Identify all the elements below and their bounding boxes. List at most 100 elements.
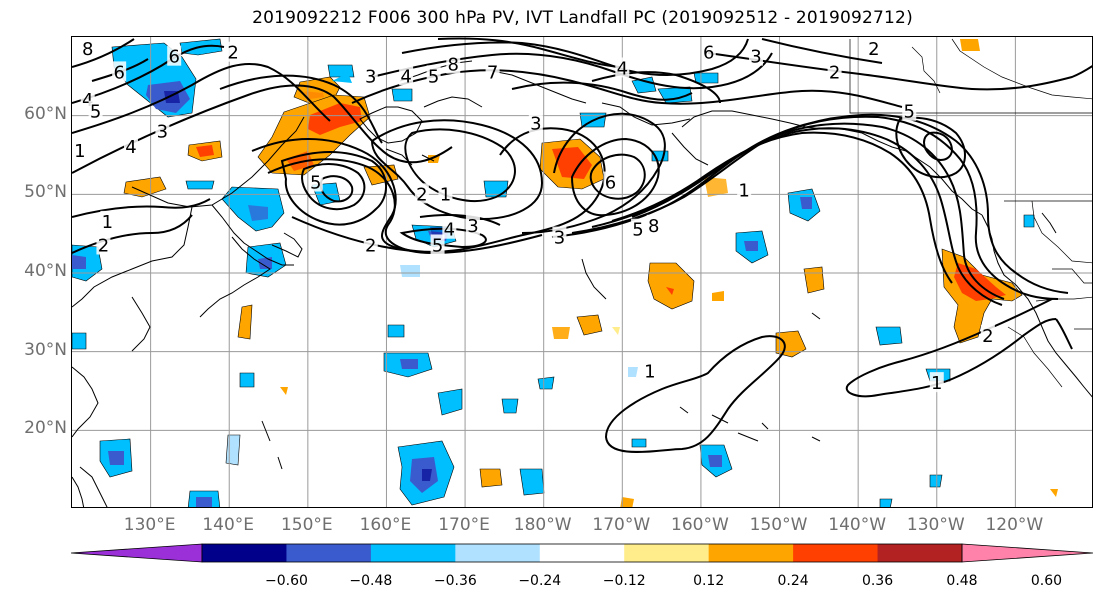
longitude-label: 170°E xyxy=(438,515,490,535)
contour-label-bg xyxy=(363,65,378,86)
contour-label: 2 xyxy=(365,235,376,256)
contour-label-bg xyxy=(88,100,103,121)
contour-label: 4 xyxy=(400,66,411,87)
longitude-label: 140°E xyxy=(202,515,255,535)
contour-label-bg xyxy=(112,61,127,82)
contour-label: 5 xyxy=(310,173,321,194)
longitude-label: 130°W xyxy=(906,515,965,535)
longitude-label: 150°W xyxy=(749,515,808,535)
colorbar-tick-label: −0.36 xyxy=(433,573,477,589)
contour-label-bg xyxy=(96,234,111,255)
contour-label-bg xyxy=(167,45,182,66)
contour-label-bg xyxy=(737,179,752,200)
contour-label-bg xyxy=(226,41,241,62)
contour-label: 3 xyxy=(750,47,761,68)
ivt-contours xyxy=(72,37,1092,453)
contour-label-bg xyxy=(902,100,917,121)
contour-label: 4 xyxy=(617,58,628,79)
longitude-label: 150°E xyxy=(280,515,333,535)
contour-label: 5 xyxy=(904,102,915,123)
colorbar-tick-label: −0.48 xyxy=(349,573,393,589)
contour-label-bg xyxy=(446,53,461,74)
contour-label: 2 xyxy=(98,235,109,256)
map-title: 2019092212 F006 300 hPa PV, IVT Landfall… xyxy=(252,8,913,28)
colorbar-tick-label: 0.12 xyxy=(693,573,725,589)
contour-label-bg xyxy=(426,65,441,86)
contour-label: 1 xyxy=(738,180,749,201)
colorbar-cell xyxy=(370,544,456,562)
contour-label-bg xyxy=(155,120,170,141)
contour-label-bg xyxy=(363,234,378,255)
contour-label: 2 xyxy=(868,39,879,60)
colorbar-extend-high xyxy=(961,543,1093,563)
longitude-label: 160°W xyxy=(671,515,729,535)
longitude-label: 130°E xyxy=(123,515,176,535)
contour-label-bg xyxy=(646,214,661,235)
longitude-label: 170°W xyxy=(592,515,651,535)
colorbar-tick-label: 0.24 xyxy=(777,573,809,589)
contour-label-bg xyxy=(603,171,618,192)
contour-label: 4 xyxy=(82,90,93,111)
longitude-label: 160°E xyxy=(359,515,412,535)
colorbar-tick-label: −0.12 xyxy=(602,573,646,589)
colorbar-tick-label: −0.24 xyxy=(518,573,562,589)
contour-label-bg xyxy=(615,57,630,78)
colorbar-cell xyxy=(539,544,625,562)
contour-label-bg xyxy=(399,65,414,86)
contour-label-bg xyxy=(866,37,881,58)
longitude-label: 120°W xyxy=(985,515,1044,535)
contour-label: 1 xyxy=(440,184,451,205)
colorbar-cell xyxy=(455,544,541,562)
contour-label-bg xyxy=(485,61,500,82)
contour-label: 2 xyxy=(416,184,427,205)
contour-label: 1 xyxy=(931,373,942,394)
contour-label: 3 xyxy=(365,66,376,87)
contour-label: 7 xyxy=(487,62,498,83)
contour-label-bg xyxy=(430,234,445,255)
colorbar-tick-label: 0.36 xyxy=(861,573,894,589)
contour-label: 8 xyxy=(448,55,459,76)
contour-label: 2 xyxy=(829,62,840,83)
longitude-label: 140°W xyxy=(828,515,887,535)
contour-label: 6 xyxy=(113,62,124,83)
colorbar-cell xyxy=(877,544,963,562)
colorbar xyxy=(71,543,1093,563)
contour-label-bg xyxy=(980,324,995,345)
contour-label: 8 xyxy=(82,39,93,60)
contour-label: 6 xyxy=(605,173,616,194)
contour-label-bg xyxy=(827,61,842,82)
colorbar-cell xyxy=(202,544,287,562)
coastlines xyxy=(72,60,1092,507)
colorbar-cell xyxy=(708,544,794,562)
colorbar-tick-label: −0.60 xyxy=(264,573,308,589)
contour-label-bg xyxy=(308,171,323,192)
contour-label: 3 xyxy=(467,216,478,237)
contour-label: 6 xyxy=(703,43,714,64)
contour-label-bg xyxy=(442,218,457,239)
contour-label: 4 xyxy=(444,220,455,241)
contour-label-bg xyxy=(929,372,944,393)
colorbar-cell xyxy=(624,544,710,562)
latitude-label: 50°N xyxy=(24,182,67,203)
contour-label: 5 xyxy=(632,220,643,241)
contour-label-bg xyxy=(414,183,429,204)
colorbar-cell xyxy=(286,544,372,562)
contour-label-bg xyxy=(438,183,453,204)
latitude-label: 40°N xyxy=(24,261,67,281)
contour-label: 5 xyxy=(90,102,101,123)
contour-label: 4 xyxy=(125,137,136,158)
contour-label-bg xyxy=(701,41,716,62)
colorbar-tick-label: 0.60 xyxy=(1030,573,1063,589)
contour-label: 5 xyxy=(428,66,439,87)
contour-label-bg xyxy=(80,37,95,58)
contour-label-bg xyxy=(72,140,87,161)
contour-label: 3 xyxy=(530,114,541,135)
contour-label: 8 xyxy=(648,216,659,237)
latitude-label: 60°N xyxy=(24,103,67,124)
contour-label-bg xyxy=(748,45,763,66)
map-gridlines xyxy=(72,37,1092,507)
contour-label-bg xyxy=(465,214,480,235)
contour-label: 3 xyxy=(157,121,168,142)
